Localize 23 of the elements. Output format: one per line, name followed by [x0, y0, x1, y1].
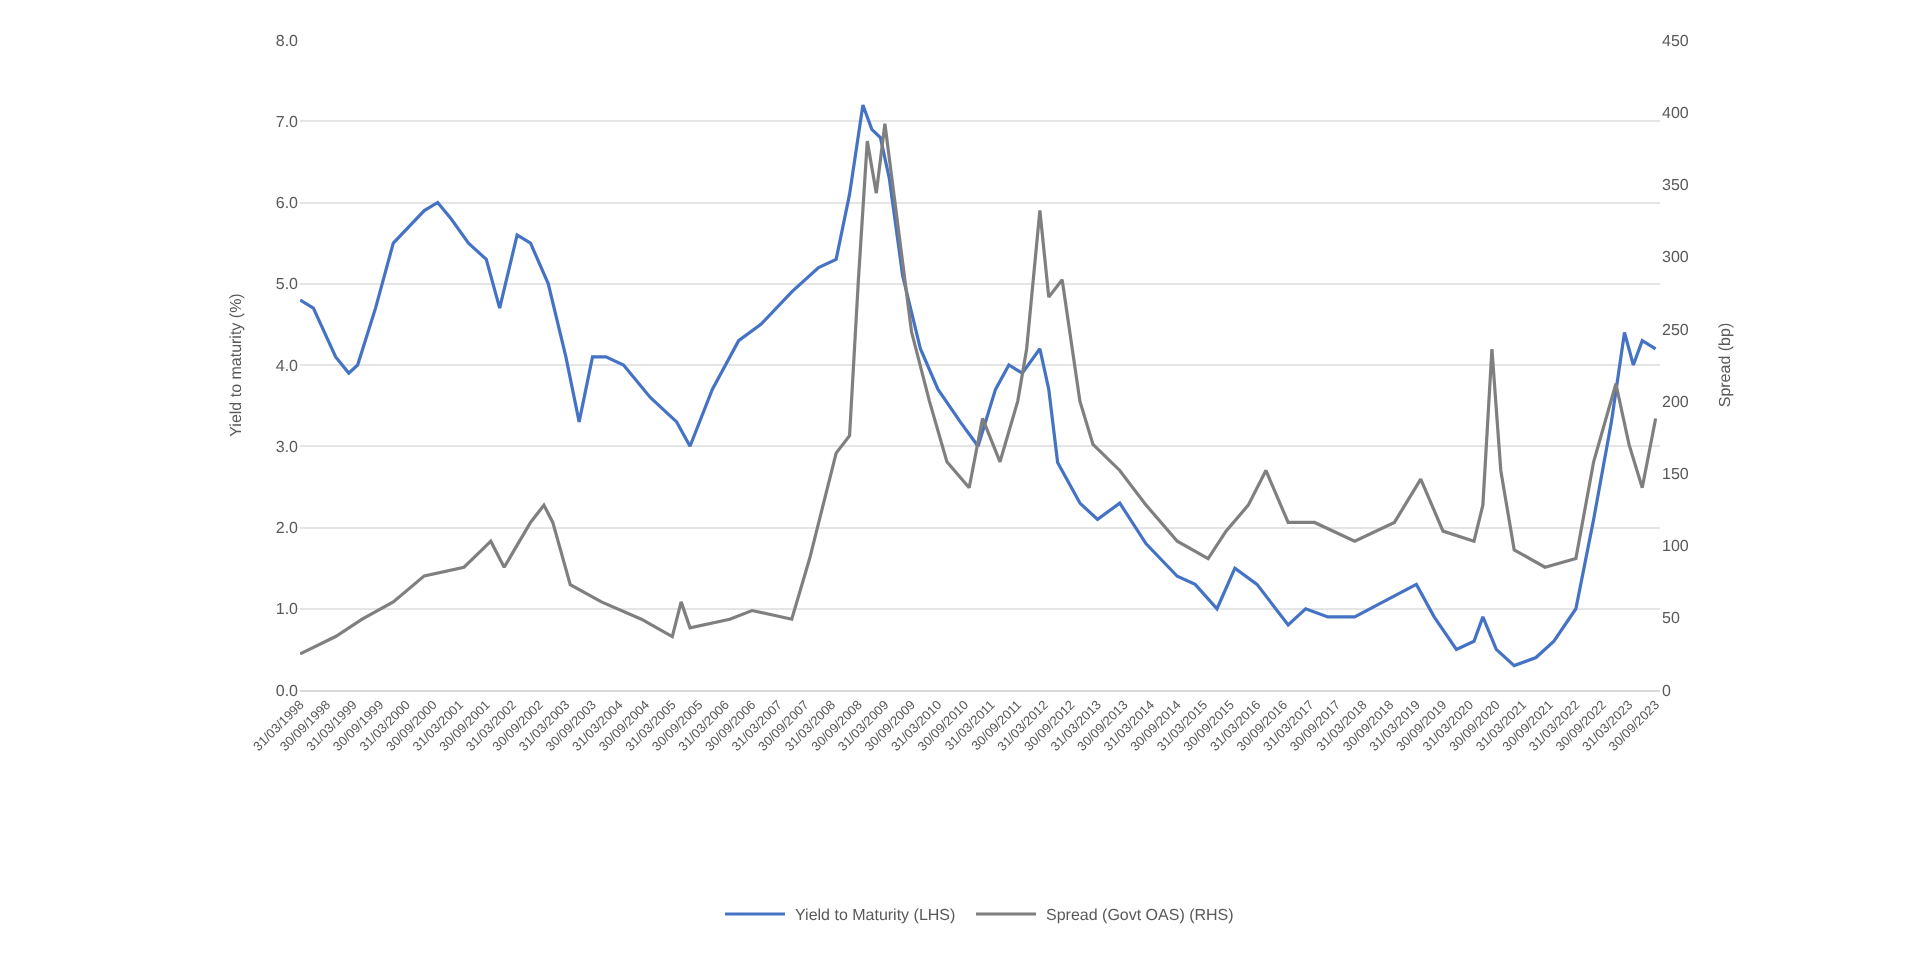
- y2-tick-label: 300: [1662, 248, 1690, 267]
- y-tick-label: 0.0: [275, 681, 300, 700]
- y-tick-label: 1.0: [275, 600, 300, 619]
- y2-tick-label: 250: [1662, 320, 1690, 339]
- y-tick-label: 3.0: [275, 437, 300, 456]
- y2-axis-title: Spread (bp): [1716, 322, 1734, 408]
- y-tick-label: 7.0: [275, 112, 300, 131]
- y-tick-label: 6.0: [275, 194, 300, 213]
- y-tick-label: 2.0: [275, 519, 300, 538]
- y-axis-title: Yield to maturity (%): [227, 292, 246, 437]
- y2-tick-label: 50: [1662, 609, 1681, 628]
- y2-tick-label: 350: [1662, 176, 1690, 195]
- y2-tick-label: 400: [1662, 103, 1690, 122]
- y2-tick-label: 200: [1662, 392, 1690, 411]
- legend-label: Spread (Govt OAS) (RHS): [1046, 906, 1235, 925]
- y2-tick-label: 100: [1662, 537, 1690, 556]
- y-tick-label: 8.0: [275, 31, 300, 50]
- y2-tick-label: 150: [1662, 464, 1690, 483]
- y-tick-label: 5.0: [275, 275, 300, 294]
- y-tick-label: 4.0: [275, 356, 300, 375]
- y2-tick-label: 0: [1662, 681, 1672, 700]
- legend-label: Yield to Maturity (LHS): [795, 906, 957, 925]
- y2-tick-label: 450: [1662, 31, 1690, 50]
